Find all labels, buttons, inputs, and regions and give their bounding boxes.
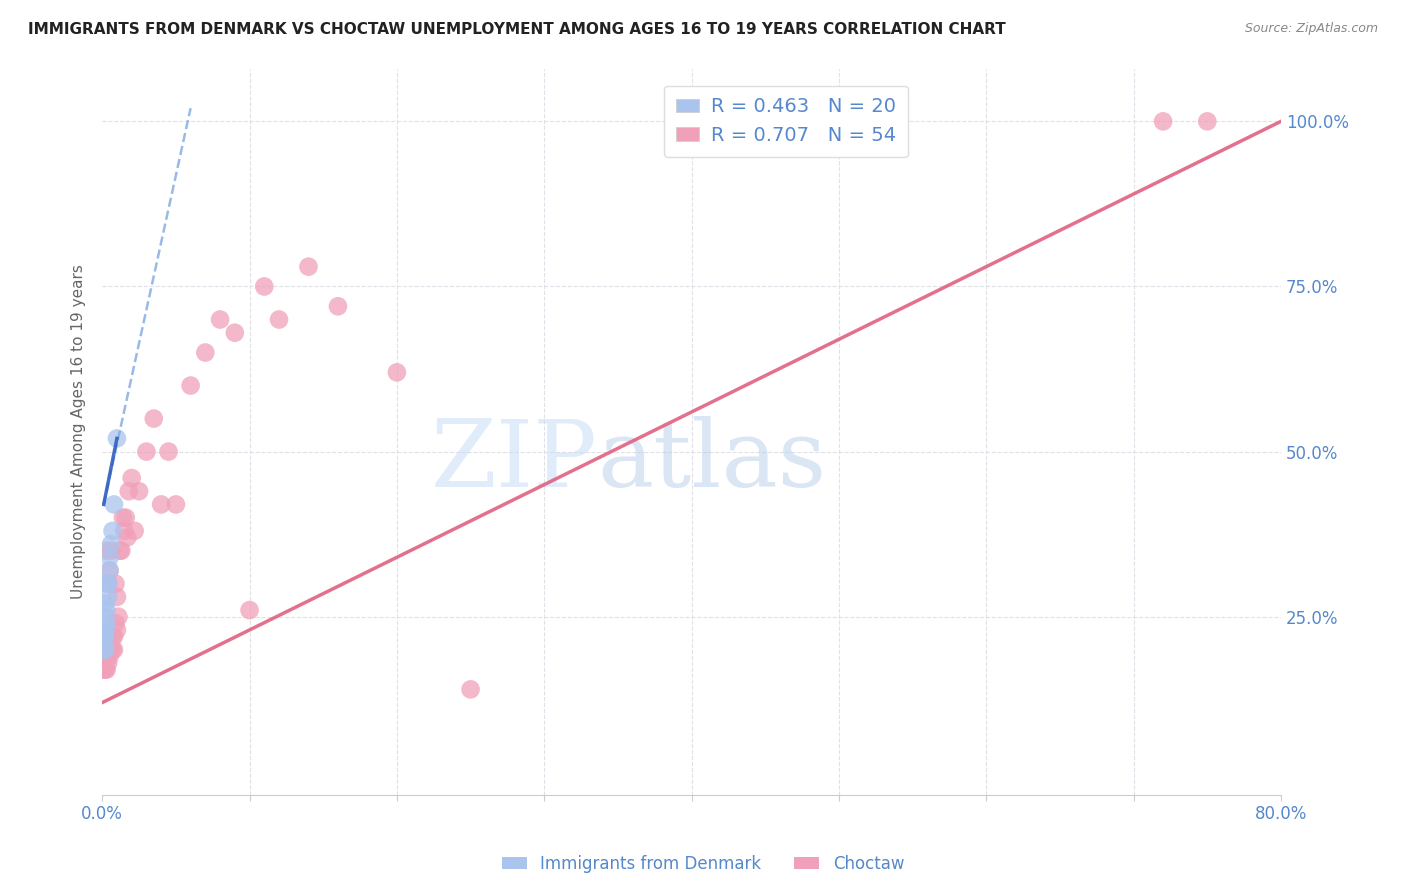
Point: [124, 524, 146, 538]
Point: [105, 590, 128, 604]
Text: Source: ZipAtlas.com: Source: ZipAtlas.com: [1244, 22, 1378, 36]
Point: [107, 609, 129, 624]
Point: [101, 524, 124, 538]
Point: [93, 636, 115, 650]
Point: [94, 649, 117, 664]
Point: [110, 543, 132, 558]
Y-axis label: Unemployment Among Ages 16 to 19 years: Unemployment Among Ages 16 to 19 years: [72, 264, 86, 599]
Point: [117, 531, 139, 545]
Point: [224, 326, 246, 340]
Point: [94, 597, 117, 611]
Point: [112, 524, 135, 538]
Point: [104, 616, 127, 631]
Point: [108, 543, 131, 558]
Point: [96, 616, 118, 631]
Point: [93, 642, 115, 657]
Legend: Immigrants from Denmark, Choctaw: Immigrants from Denmark, Choctaw: [495, 848, 911, 880]
Point: [104, 576, 127, 591]
Point: [94, 630, 117, 644]
Point: [297, 260, 319, 274]
Point: [103, 498, 125, 512]
Point: [97, 656, 120, 670]
Point: [93, 663, 115, 677]
Point: [209, 312, 232, 326]
Point: [96, 663, 118, 677]
Point: [97, 590, 120, 604]
Point: [96, 603, 118, 617]
Point: [93, 642, 115, 657]
Point: [253, 279, 276, 293]
Point: [96, 636, 118, 650]
Point: [94, 609, 117, 624]
Point: [98, 564, 121, 578]
Point: [326, 299, 349, 313]
Point: [97, 636, 120, 650]
Point: [194, 345, 217, 359]
Point: [93, 630, 115, 644]
Point: [94, 663, 117, 677]
Point: [96, 649, 118, 664]
Point: [103, 642, 125, 657]
Text: atlas: atlas: [598, 416, 827, 506]
Point: [118, 484, 141, 499]
Point: [385, 365, 408, 379]
Text: IMMIGRANTS FROM DENMARK VS CHOCTAW UNEMPLOYMENT AMONG AGES 16 TO 19 YEARS CORREL: IMMIGRANTS FROM DENMARK VS CHOCTAW UNEMP…: [28, 22, 1005, 37]
Point: [94, 642, 117, 657]
Point: [105, 623, 128, 637]
Point: [157, 444, 180, 458]
Point: [238, 603, 260, 617]
Point: [460, 682, 482, 697]
Point: [96, 576, 118, 591]
Point: [100, 642, 122, 657]
Point: [98, 649, 121, 664]
Point: [100, 543, 122, 558]
Point: [1197, 114, 1219, 128]
Text: ZIP: ZIP: [430, 416, 598, 506]
Point: [142, 411, 165, 425]
Point: [128, 484, 150, 499]
Point: [100, 537, 122, 551]
Point: [111, 510, 134, 524]
Point: [94, 642, 117, 657]
Point: [180, 378, 202, 392]
Point: [97, 576, 120, 591]
Point: [96, 543, 118, 558]
Point: [1152, 114, 1174, 128]
Point: [98, 550, 121, 565]
Legend: R = 0.463   N = 20, R = 0.707   N = 54: R = 0.463 N = 20, R = 0.707 N = 54: [664, 86, 908, 157]
Point: [97, 576, 120, 591]
Point: [114, 510, 136, 524]
Point: [267, 312, 290, 326]
Point: [101, 630, 124, 644]
Point: [98, 564, 121, 578]
Point: [165, 498, 187, 512]
Point: [98, 630, 121, 644]
Point: [93, 623, 115, 637]
Point: [121, 471, 143, 485]
Point: [103, 630, 125, 644]
Point: [135, 444, 157, 458]
Point: [105, 431, 128, 445]
Point: [101, 642, 124, 657]
Point: [150, 498, 173, 512]
Point: [94, 623, 117, 637]
